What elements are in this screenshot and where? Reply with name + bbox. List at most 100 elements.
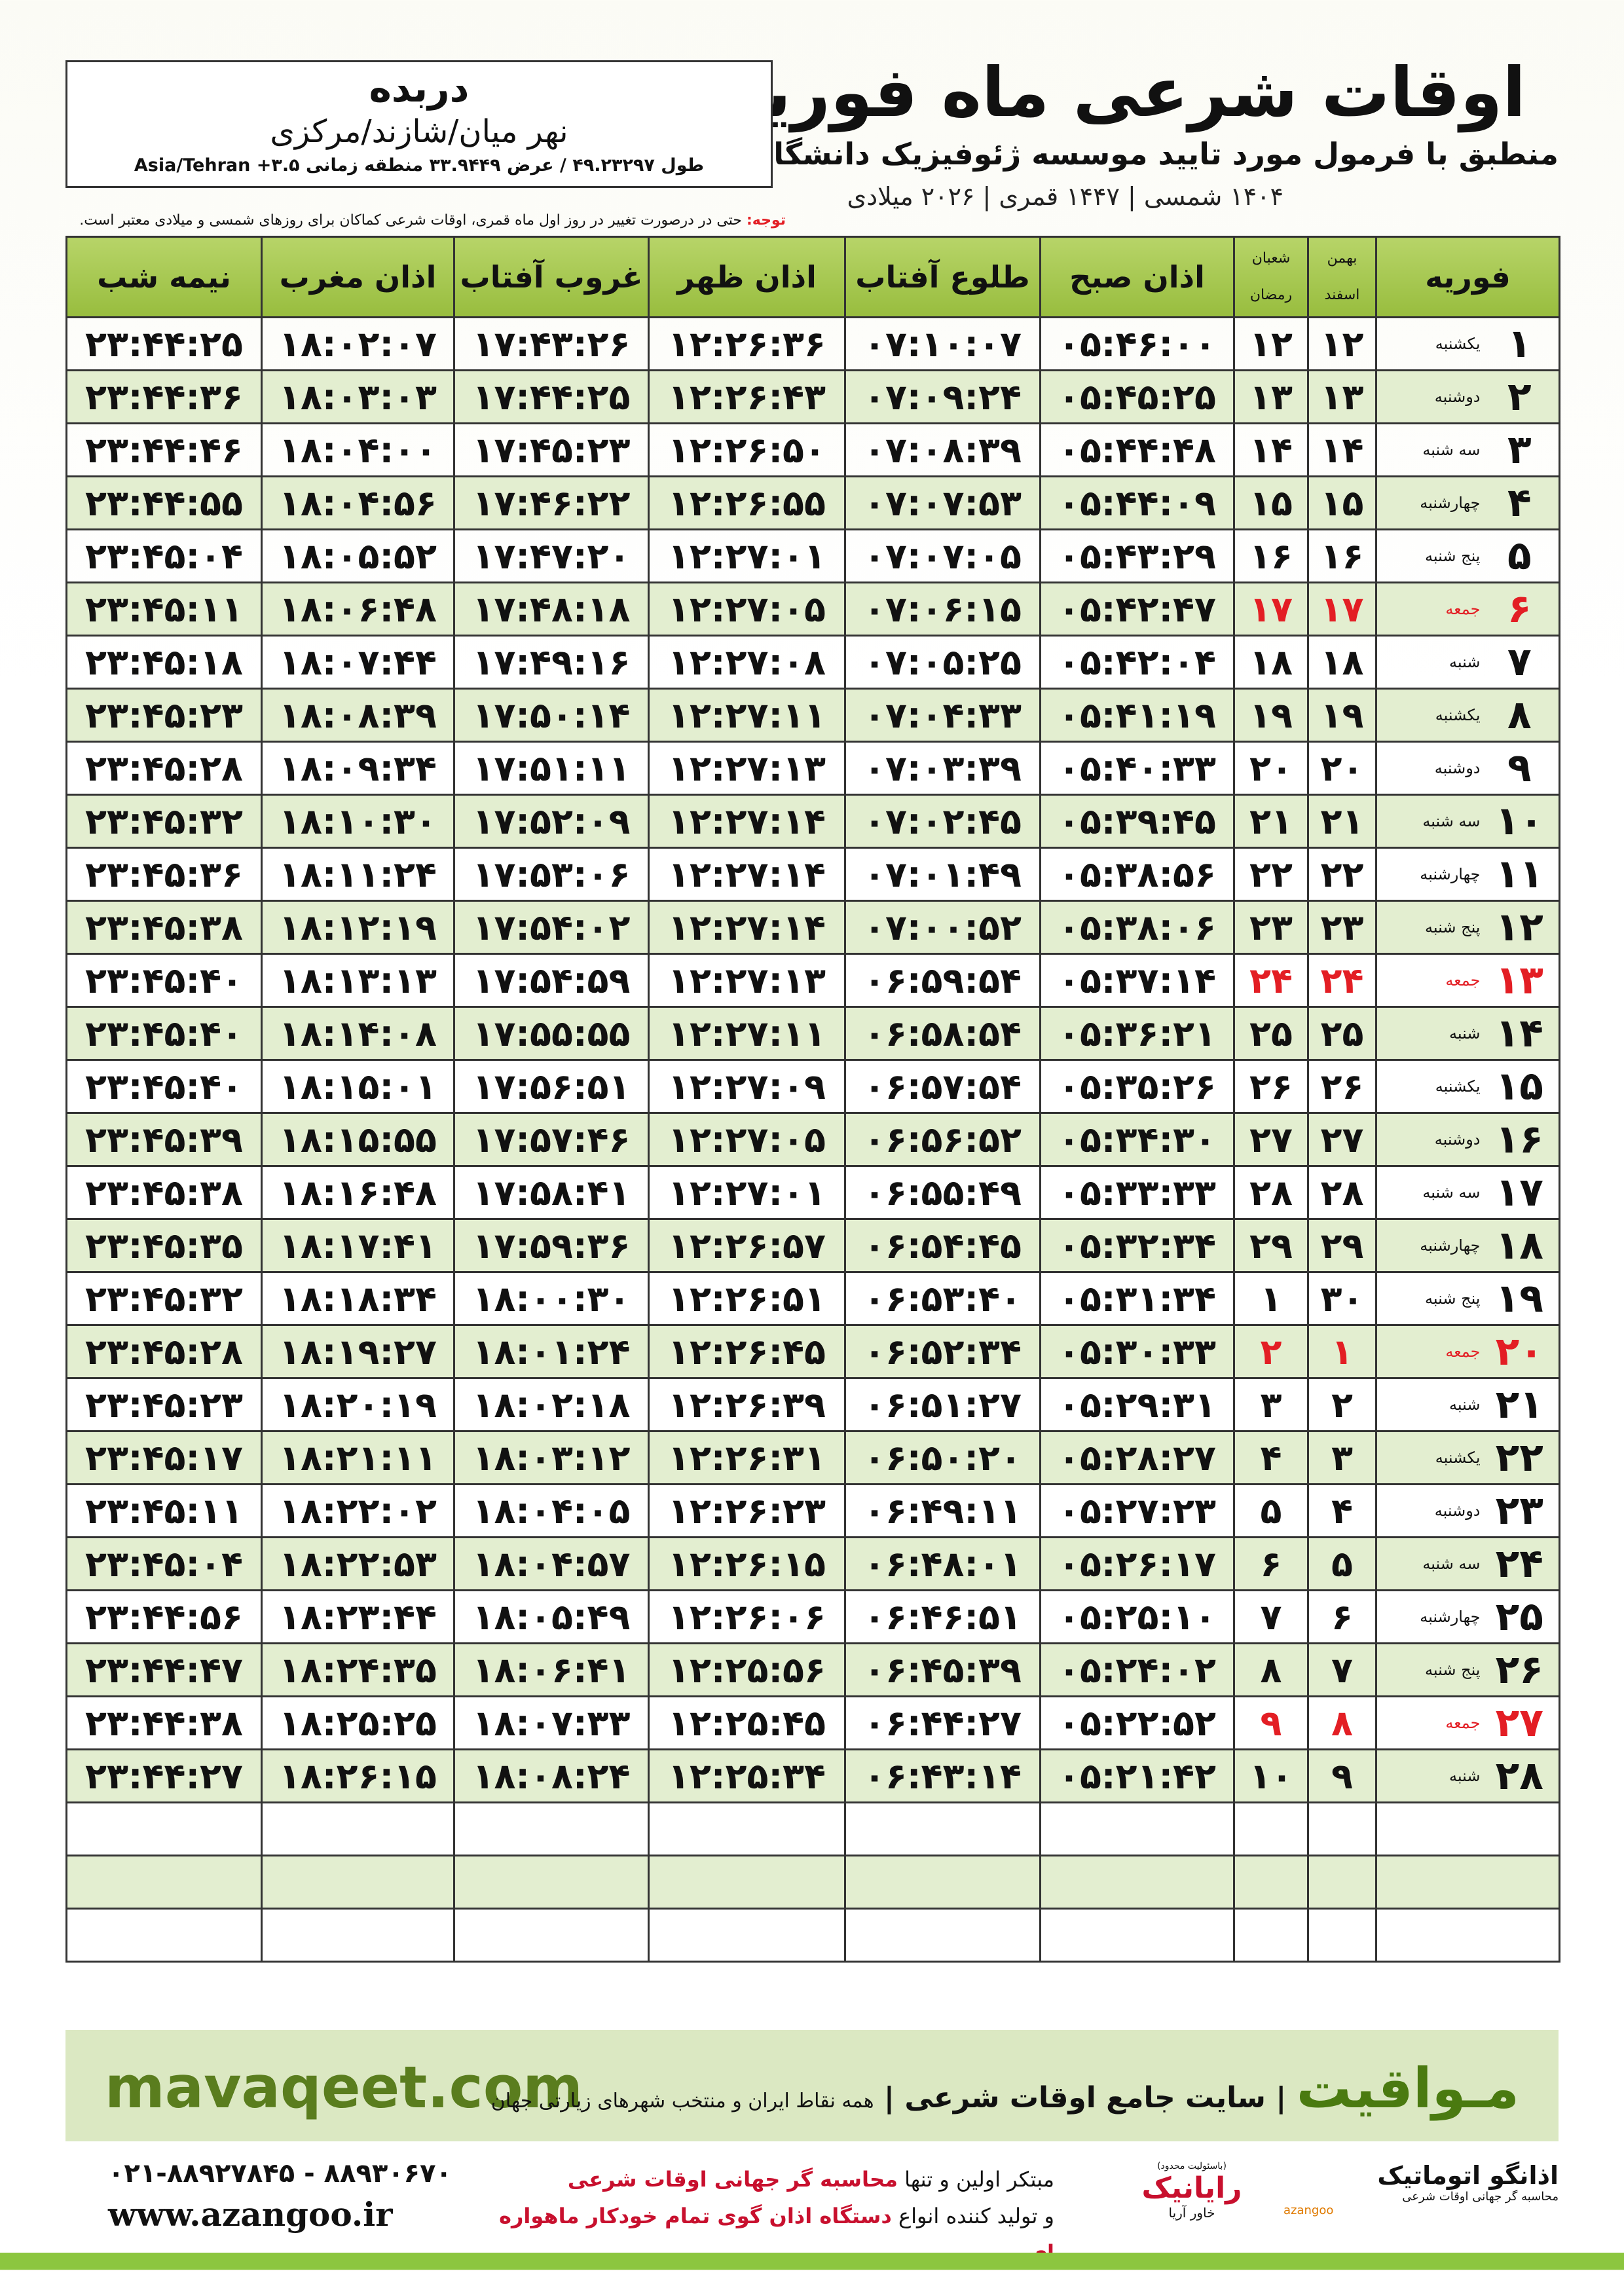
logo-name: رایانیک [1141, 2171, 1242, 2205]
table-row: ۲۰ جمعه ۱ ۲ ۰۵:۳۰:۳۳ ۰۶:۵۲:۳۴ ۱۲:۲۶:۴۵ ۱۸:۰۱:۲۴… [65, 1324, 1560, 1379]
cell: سه شنبه [1375, 1536, 1481, 1591]
cell: ۲۳:۴۵:۴۰ [65, 1006, 263, 1061]
cell: ۱۸:۲۱:۱۱ [261, 1430, 455, 1485]
cell: ۱۹ [1307, 688, 1377, 743]
cell: ۷ [1307, 1642, 1377, 1697]
cell: ۲۳ [1480, 1483, 1560, 1538]
cell: ۱۲:۲۵:۵۶ [648, 1642, 846, 1697]
table-row: ۲۴ سه شنبه ۵ ۶ ۰۵:۲۶:۱۷ ۰۶:۴۸:۰۱ ۱۲:۲۶:۱۵ ۱۸:۰۴… [65, 1536, 1560, 1591]
empty-cell [844, 1855, 1041, 1910]
cell: ۲۸ [1480, 1748, 1560, 1803]
cell: ۲ [1307, 1377, 1377, 1432]
cell: ۱۷:۴۳:۲۶ [453, 316, 650, 371]
cell: ۱۵ [1307, 475, 1377, 530]
cell: چهارشنبه [1375, 847, 1481, 902]
cell: ۰۵:۴۴:۴۸ [1039, 422, 1235, 477]
cell: ۲۳:۴۴:۲۵ [65, 316, 263, 371]
cell: ۱۸:۰۱:۲۴ [453, 1324, 650, 1379]
cell: ۲۳:۴۵:۲۳ [65, 1377, 263, 1432]
cell: ۱۸:۰۷:۳۳ [453, 1695, 650, 1750]
cell: ۱۷:۴۵:۲۳ [453, 422, 650, 477]
cell: ۰۶:۴۶:۵۱ [844, 1589, 1041, 1644]
table-row: ۹ دوشنبه ۲۰ ۲۰ ۰۵:۴۰:۳۳ ۰۷:۰۳:۳۹ ۱۲:۲۷:۱۳ ۱۷:۵۱… [65, 741, 1560, 796]
cell: ۱۷:۵۳:۰۶ [453, 847, 650, 902]
cell: ۱۵ [1480, 1059, 1560, 1114]
empty-cell [1375, 1855, 1560, 1910]
cell: ۱۲:۲۷:۱۴ [648, 794, 846, 849]
cell: ۲۳:۴۵:۲۸ [65, 741, 263, 796]
empty-cell [453, 1855, 650, 1910]
cell: ۱۲:۲۷:۱۳ [648, 953, 846, 1008]
cell: یکشنبه [1375, 316, 1481, 371]
cell: ۱۲:۲۷:۰۱ [648, 528, 846, 583]
cell: ۱۸:۰۹:۳۴ [261, 741, 455, 796]
slogan: سایت جامع اوقات شرعی [904, 2081, 1266, 2114]
cell: ۱۲ [1480, 900, 1560, 955]
location-box: دربده نهر میان/شازند/مرکزی طول ۴۹.۲۳۲۹۷ … [65, 60, 773, 188]
cell: ۰۵:۴۲:۰۴ [1039, 635, 1235, 690]
cell: پنج شنبه [1375, 1642, 1481, 1697]
cell: ۱ [1480, 316, 1560, 371]
cell: ۰۷:۰۸:۳۹ [844, 422, 1041, 477]
cell: ۱۸:۱۶:۴۸ [261, 1165, 455, 1220]
cell: ۱۷:۵۴:۵۹ [453, 953, 650, 1008]
cell: ۱۸:۰۴:۰۵ [453, 1483, 650, 1538]
cell: ۱۳ [1307, 369, 1377, 424]
cell: ۲۹ [1307, 1218, 1377, 1273]
text: محاسبه گر جهانی اوقات شرعی [567, 2167, 898, 2192]
cell: ۱۷:۵۰:۱۴ [453, 688, 650, 743]
coverage: همه نقاط ایران و منتخب شهرهای زیارتی جها… [490, 2090, 874, 2113]
cell: ۰۶:۵۷:۵۴ [844, 1059, 1041, 1114]
cell: ۱۲:۲۷:۰۸ [648, 635, 846, 690]
cell: ۱۸:۰۷:۴۴ [261, 635, 455, 690]
cell: ۰۵:۳۸:۰۶ [1039, 900, 1235, 955]
cell: ۱۲:۲۶:۵۰ [648, 422, 846, 477]
cell: ۱ [1233, 1271, 1309, 1326]
cell: ۰۶:۵۴:۴۵ [844, 1218, 1041, 1273]
cell: ۱۱ [1480, 847, 1560, 902]
empty-cell [1039, 1908, 1235, 1963]
cell: ۲۳ [1233, 900, 1309, 955]
cell: ۱۳ [1480, 953, 1560, 1008]
cell: ۲۶ [1307, 1059, 1377, 1114]
cell: ۰۶:۴۴:۲۷ [844, 1695, 1041, 1750]
brand-row: مـواقیت | سایت جامع اوقات شرعی | همه نقا… [490, 2056, 1519, 2120]
cell: ۱۲:۲۷:۱۱ [648, 1006, 846, 1061]
cell: ۱۸:۱۰:۳۰ [261, 794, 455, 849]
empty-cell [1039, 1801, 1235, 1856]
empty-cell [648, 1801, 846, 1856]
table-row: ۱۳ جمعه ۲۴ ۲۴ ۰۵:۳۷:۱۴ ۰۶:۵۹:۵۴ ۱۲:۲۷:۱۳ ۱۷:۵۴:… [65, 953, 1560, 1008]
cell: ۰۵:۲۷:۲۳ [1039, 1483, 1235, 1538]
cell: ۰۵:۳۴:۳۰ [1039, 1112, 1235, 1167]
cell: پنج شنبه [1375, 900, 1481, 955]
cell: ۲۳:۴۵:۳۲ [65, 794, 263, 849]
cell: ۰۶:۵۹:۵۴ [844, 953, 1041, 1008]
cell: ۱۷:۴۸:۱۸ [453, 582, 650, 637]
cell: ۲۳:۴۵:۳۸ [65, 1165, 263, 1220]
table-row: ۲۲ یکشنبه ۳ ۴ ۰۵:۲۸:۲۷ ۰۶:۵۰:۲۰ ۱۲:۲۶:۳۱ ۱۸:۰۳:… [65, 1430, 1560, 1485]
cell: پنج شنبه [1375, 528, 1481, 583]
cell: ۲۳:۴۵:۴۰ [65, 953, 263, 1008]
cell: ۰۵:۴۵:۲۵ [1039, 369, 1235, 424]
empty-cell [1233, 1801, 1309, 1856]
cell: ۲۹ [1233, 1218, 1309, 1273]
cell: ۱۲:۲۶:۰۶ [648, 1589, 846, 1644]
cell: جمعه [1375, 1695, 1481, 1750]
site: mavaqeet.com [105, 2054, 583, 2121]
cell: دوشنبه [1375, 369, 1481, 424]
table-row: ۱۵ یکشنبه ۲۶ ۲۶ ۰۵:۳۵:۲۶ ۰۶:۵۷:۵۴ ۱۲:۲۷:۰۹ ۱۷:۵… [65, 1059, 1560, 1114]
cell: ۲۳:۴۴:۴۶ [65, 422, 263, 477]
cell: ۱۲:۲۷:۱۴ [648, 900, 846, 955]
cell: ۲۳:۴۵:۳۲ [65, 1271, 263, 1326]
cell: ۱۷:۴۴:۲۵ [453, 369, 650, 424]
cell: ۱۸:۰۵:۵۲ [261, 528, 455, 583]
cell: ۲۳:۴۵:۴۰ [65, 1059, 263, 1114]
cell: ۱۲:۲۷:۰۹ [648, 1059, 846, 1114]
cell: ۰۶:۴۵:۳۹ [844, 1642, 1041, 1697]
cell: ۲۴ [1480, 1536, 1560, 1591]
cell: ۱۸:۱۲:۱۹ [261, 900, 455, 955]
cell: ۱۷:۵۲:۰۹ [453, 794, 650, 849]
cell: ۰۵:۴۱:۱۹ [1039, 688, 1235, 743]
cell: ۱۸ [1307, 635, 1377, 690]
